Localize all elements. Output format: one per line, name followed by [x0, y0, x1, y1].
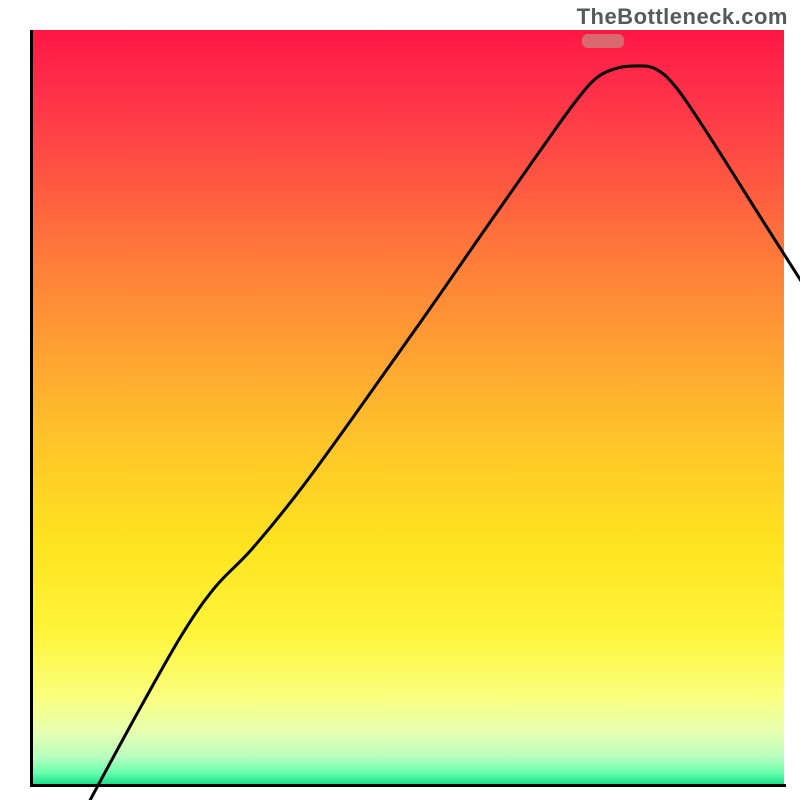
plot-area [30, 30, 784, 784]
y-axis [30, 30, 33, 786]
curve-line [60, 60, 800, 800]
watermark-text: TheBottleneck.com [577, 4, 788, 30]
chart-container: TheBottleneck.com [0, 0, 800, 800]
optimal-marker [582, 34, 624, 48]
